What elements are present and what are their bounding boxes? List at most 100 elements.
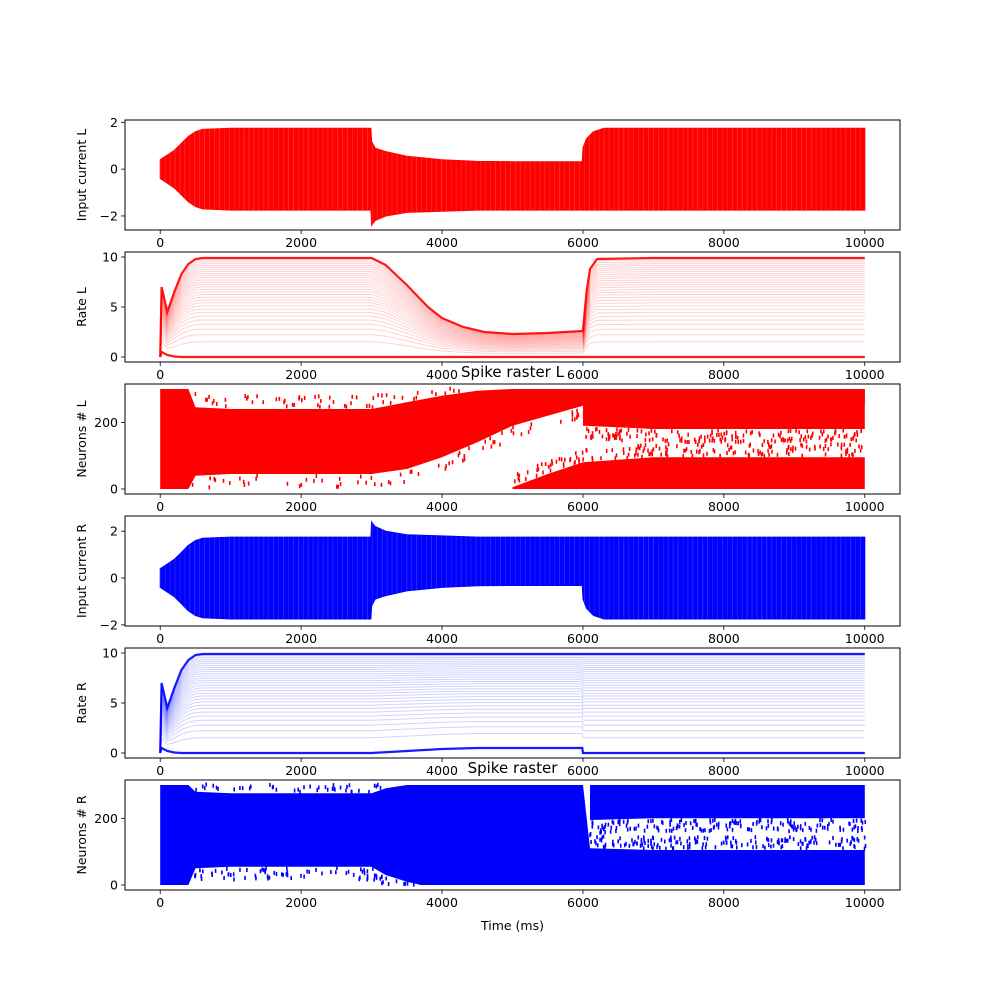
spike-mark <box>245 396 248 401</box>
spike-mark <box>687 846 689 851</box>
spike-mark <box>815 841 818 846</box>
spike-mark <box>840 442 843 447</box>
rate-trace <box>159 685 865 754</box>
spike-mark <box>224 404 227 409</box>
spike-mark <box>536 463 539 468</box>
spike-mark <box>516 472 519 477</box>
spike-mark <box>713 438 716 443</box>
spike-mark <box>591 431 594 436</box>
spike-mark <box>575 455 578 460</box>
spike-mark <box>750 838 752 843</box>
spike-mark <box>633 841 635 846</box>
spike-mark <box>689 821 692 826</box>
spike-mark <box>801 443 804 448</box>
spike-mark <box>719 437 722 442</box>
rate-trace <box>159 284 865 358</box>
spike-mark <box>704 439 706 444</box>
spike-mark <box>669 819 671 824</box>
spike-mark <box>626 431 628 436</box>
spike-mark <box>688 842 691 847</box>
spike-mark <box>802 437 805 442</box>
spike-mark <box>814 444 816 449</box>
x-tick-label: 0 <box>156 631 164 646</box>
rate-trace <box>159 683 865 754</box>
spike-mark <box>286 870 289 875</box>
spike-mark <box>607 822 610 827</box>
spike-mark <box>731 434 733 439</box>
spike-mark <box>549 463 552 468</box>
spike-mark <box>646 824 649 829</box>
spike-mark <box>864 843 867 848</box>
rate-trace <box>159 256 865 358</box>
spike-mark <box>224 397 227 402</box>
spike-mark <box>679 438 681 443</box>
spike-mark <box>308 869 310 874</box>
spike-mark <box>352 872 355 877</box>
rate-trace <box>159 705 865 754</box>
spike-mark <box>637 445 639 450</box>
spike-mark <box>661 819 663 824</box>
spike-mark <box>617 432 619 437</box>
spike-mark <box>535 473 538 478</box>
spike-mark <box>704 828 706 833</box>
spike-mark <box>767 843 770 848</box>
x-tick-label: 4000 <box>426 367 458 382</box>
spike-mark <box>702 842 704 847</box>
spike-mark <box>717 821 720 826</box>
spike-mark <box>767 439 769 444</box>
spike-mark <box>696 839 699 844</box>
spike-mark <box>372 396 375 401</box>
axes-frame <box>124 119 901 231</box>
spike-mark <box>757 451 760 456</box>
spike-mark <box>635 826 637 831</box>
spike-mark <box>768 452 770 457</box>
x-tick-label: 6000 <box>567 895 599 910</box>
spike-mark <box>640 840 643 845</box>
spike-mark <box>650 838 652 843</box>
spike-mark <box>530 422 533 427</box>
spike-mark <box>200 874 202 879</box>
x-tick-label: 2000 <box>285 499 317 514</box>
spike-mark <box>648 438 651 443</box>
spike-mark <box>824 443 827 448</box>
spike-mark <box>239 476 241 481</box>
x-tick-label: 6000 <box>567 235 599 250</box>
spike-mark <box>822 429 825 434</box>
spike-mark <box>777 432 780 437</box>
spike-mark <box>788 451 790 456</box>
spike-mark <box>670 828 673 833</box>
spike-mark <box>639 443 642 448</box>
spike-mark <box>200 876 203 881</box>
spike-mark <box>615 431 617 436</box>
spike-mark <box>336 866 338 871</box>
spike-mark <box>366 404 368 409</box>
spike-mark <box>248 786 251 791</box>
spike-mark <box>837 442 839 447</box>
spike-mark <box>667 442 670 447</box>
spike-mark <box>604 842 607 847</box>
spike-mark <box>767 819 769 824</box>
spike-mark <box>723 431 726 436</box>
spike-mark <box>212 783 215 788</box>
y-axis-label: Input current L <box>74 129 89 221</box>
rate-trace <box>159 268 865 358</box>
spike-band-3 <box>590 785 865 820</box>
spike-mark <box>676 444 678 449</box>
spike-mark <box>256 394 258 399</box>
spike-mark <box>246 867 248 872</box>
spike-mark <box>650 841 652 846</box>
spike-mark <box>731 827 734 832</box>
rate-trace <box>159 294 865 358</box>
spike-mark <box>759 450 761 455</box>
spike-mark <box>317 394 320 399</box>
spike-mark <box>615 435 618 440</box>
spike-mark <box>846 838 848 843</box>
spike-mark <box>457 453 460 458</box>
spike-mark <box>272 784 274 789</box>
spike-mark <box>780 838 783 843</box>
rate-trace <box>159 699 865 754</box>
spike-mark <box>814 837 817 842</box>
spike-mark <box>853 825 855 830</box>
spike-mark <box>305 477 308 482</box>
spike-mark <box>854 824 857 829</box>
